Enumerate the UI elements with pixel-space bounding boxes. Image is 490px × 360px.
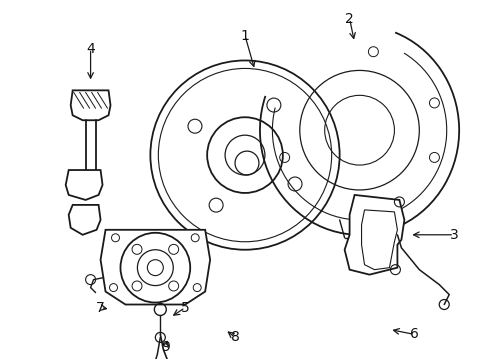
Text: 7: 7 bbox=[96, 301, 105, 315]
Circle shape bbox=[150, 60, 340, 250]
Text: 5: 5 bbox=[181, 301, 190, 315]
Polygon shape bbox=[344, 195, 404, 275]
Text: 6: 6 bbox=[410, 327, 419, 341]
Text: 4: 4 bbox=[86, 41, 95, 55]
Text: 9: 9 bbox=[161, 340, 170, 354]
Polygon shape bbox=[71, 90, 111, 120]
Text: 8: 8 bbox=[231, 330, 240, 345]
Polygon shape bbox=[69, 205, 100, 235]
Text: 2: 2 bbox=[345, 12, 354, 26]
Polygon shape bbox=[100, 230, 210, 305]
Text: 3: 3 bbox=[450, 228, 459, 242]
Polygon shape bbox=[66, 170, 102, 200]
Text: 1: 1 bbox=[241, 28, 249, 42]
